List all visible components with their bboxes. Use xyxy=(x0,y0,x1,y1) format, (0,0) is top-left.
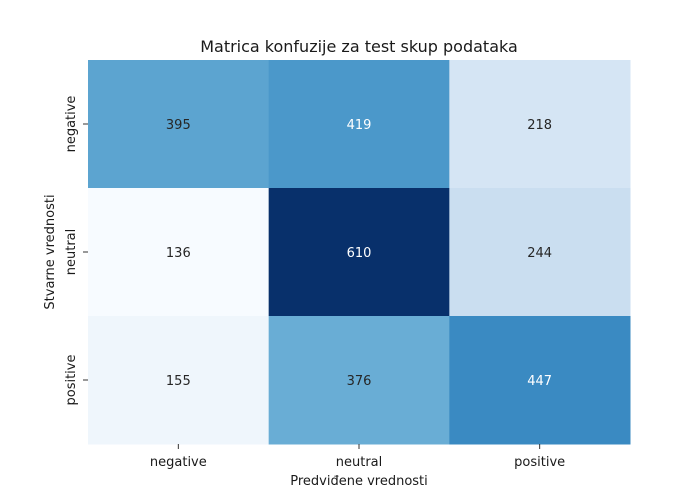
heatmap-cell xyxy=(88,60,270,189)
x-axis-label: Predviđene vrednosti xyxy=(290,474,428,489)
x-tick-label: positive xyxy=(514,455,565,470)
heatmap-cell xyxy=(449,60,631,189)
cell-value-label: 610 xyxy=(347,246,372,261)
cell-value-label: 395 xyxy=(166,118,191,133)
y-tick-label: positive xyxy=(64,355,79,406)
y-axis-label: Stvarne vrednosti xyxy=(43,194,58,309)
x-axis: negative neutral positive xyxy=(150,444,565,470)
cell-value-label: 136 xyxy=(166,246,191,261)
heatmap-cell xyxy=(449,316,631,445)
cell-value-label: 244 xyxy=(527,246,552,261)
heatmap-cell xyxy=(449,188,631,317)
heatmap-cell xyxy=(88,188,270,317)
heatmap-cell xyxy=(268,60,450,189)
heatmap-cell xyxy=(268,316,450,445)
heatmap-cell xyxy=(268,188,450,317)
cell-value-label: 155 xyxy=(166,374,191,389)
cell-value-label: 218 xyxy=(527,118,552,133)
y-tick-label: negative xyxy=(64,96,79,153)
cell-value-label: 447 xyxy=(527,374,552,389)
y-tick-label: neutral xyxy=(64,229,79,276)
y-axis: negative neutral positive xyxy=(64,96,88,406)
cell-value-label: 376 xyxy=(347,374,372,389)
x-tick-label: negative xyxy=(150,455,207,470)
chart-title: Matrica konfuzije za test skup podataka xyxy=(200,37,518,56)
cell-value-label: 419 xyxy=(347,118,372,133)
x-tick-label: neutral xyxy=(336,455,383,470)
heatmap-cells: 395 419 218 136 610 244 155 376 447 xyxy=(88,60,631,445)
heatmap-cell xyxy=(88,316,270,445)
